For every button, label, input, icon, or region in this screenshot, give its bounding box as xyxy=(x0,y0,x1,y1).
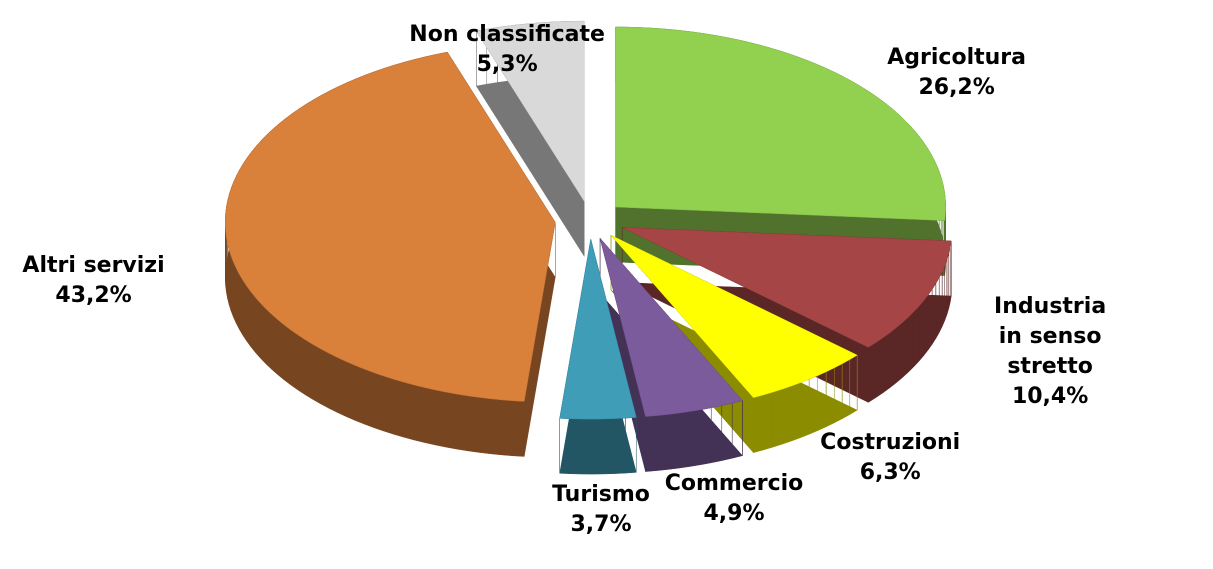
category-name: Industria in senso stretto xyxy=(994,293,1107,379)
slice-label: Commercio 4,9% xyxy=(665,469,804,529)
slice-label: Non classificate 5,3% xyxy=(409,20,605,80)
slice xyxy=(599,237,743,472)
slice-top xyxy=(559,239,637,420)
category-name: Turismo xyxy=(552,481,650,507)
category-name: Agricoltura xyxy=(887,45,1026,71)
value-label: 6,3% xyxy=(859,459,921,485)
slice-top xyxy=(615,26,946,221)
slice-top xyxy=(622,227,952,348)
slice xyxy=(475,20,585,258)
slice-top xyxy=(610,235,858,398)
category-name: Non classificate xyxy=(409,22,605,47)
slice-top xyxy=(225,51,556,402)
slice-label: Agricoltura 26,2% xyxy=(887,43,1026,103)
value-label: 26,2% xyxy=(918,75,995,101)
category-name: Altri servizi xyxy=(22,252,165,278)
slice xyxy=(225,51,556,457)
value-label: 5,3% xyxy=(476,52,538,77)
slice xyxy=(610,234,858,454)
value-label: 4,9% xyxy=(703,500,765,526)
slice xyxy=(615,26,946,276)
category-name: Commercio xyxy=(664,470,804,496)
slice xyxy=(621,227,952,403)
slice-label: Altri servizi 43,2% xyxy=(22,251,164,311)
slice-label: Industria in senso stretto 10,4% xyxy=(969,292,1132,412)
value-label: 10,4% xyxy=(1011,383,1089,409)
slice-top xyxy=(475,20,585,203)
value-label: 43,2% xyxy=(55,282,132,308)
slice-label: Costruzioni 6,3% xyxy=(820,428,960,488)
slice-label: Turismo 3,7% xyxy=(552,480,650,540)
slice xyxy=(559,239,637,475)
category-name: Costruzioni xyxy=(820,429,961,455)
slice-top xyxy=(599,238,743,417)
value-label: 3,7% xyxy=(570,511,632,537)
